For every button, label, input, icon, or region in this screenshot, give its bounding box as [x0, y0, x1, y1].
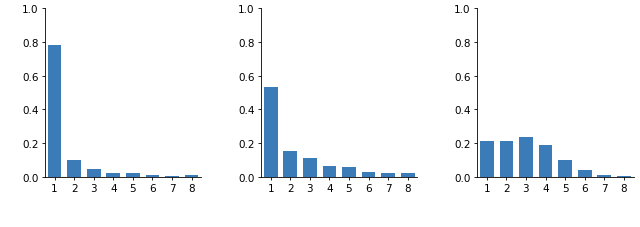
- Bar: [264, 88, 278, 177]
- Bar: [597, 175, 611, 177]
- Bar: [499, 142, 513, 177]
- Bar: [558, 160, 572, 177]
- Bar: [480, 142, 493, 177]
- Bar: [185, 175, 198, 177]
- Bar: [48, 46, 61, 177]
- Bar: [284, 151, 297, 177]
- Bar: [617, 176, 630, 177]
- Bar: [126, 174, 140, 177]
- Bar: [539, 145, 552, 177]
- Bar: [146, 175, 159, 177]
- Bar: [87, 170, 100, 177]
- Bar: [401, 173, 415, 177]
- Bar: [362, 172, 376, 177]
- Bar: [342, 167, 356, 177]
- Bar: [519, 138, 532, 177]
- Bar: [106, 173, 120, 177]
- Bar: [303, 158, 317, 177]
- Bar: [165, 176, 179, 177]
- Bar: [578, 170, 591, 177]
- Bar: [67, 160, 81, 177]
- Bar: [323, 167, 336, 177]
- Bar: [381, 174, 395, 177]
